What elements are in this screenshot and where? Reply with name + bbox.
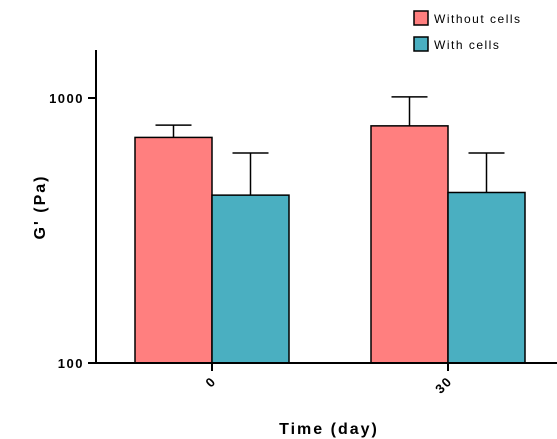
plot-area bbox=[134, 96, 526, 364]
x-tick-label: 0 bbox=[202, 374, 219, 391]
legend-label: Without cells bbox=[434, 12, 522, 26]
legend: Without cells With cells bbox=[413, 10, 522, 52]
y-axis-title: G' (Pa) bbox=[32, 175, 49, 240]
y-axis: 100 1000 bbox=[49, 50, 97, 371]
legend-swatch bbox=[413, 36, 429, 52]
y-tick-label: 1000 bbox=[49, 91, 84, 106]
x-axis-title: Time (day) bbox=[279, 421, 379, 438]
y-tick-label: 100 bbox=[58, 356, 84, 371]
bar bbox=[211, 194, 290, 364]
x-axis: 0 30 bbox=[96, 362, 557, 397]
legend-swatch bbox=[413, 10, 429, 26]
bar bbox=[134, 136, 213, 364]
bar bbox=[447, 191, 526, 364]
bar bbox=[370, 125, 449, 364]
x-tick-label: 30 bbox=[432, 374, 455, 397]
legend-label: With cells bbox=[434, 38, 500, 52]
